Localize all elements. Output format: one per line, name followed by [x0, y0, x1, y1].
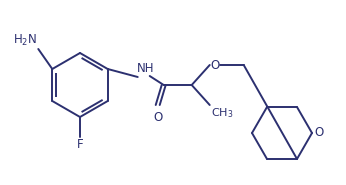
Text: O: O — [153, 111, 162, 124]
Text: O: O — [314, 127, 323, 139]
Text: H$_2$N: H$_2$N — [13, 33, 37, 48]
Text: F: F — [77, 138, 83, 151]
Text: CH$_3$: CH$_3$ — [211, 106, 233, 120]
Text: NH: NH — [137, 62, 154, 75]
Text: O: O — [211, 58, 220, 71]
